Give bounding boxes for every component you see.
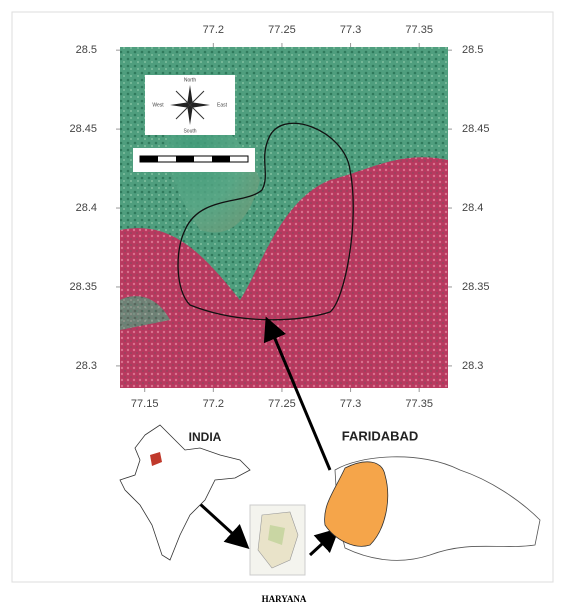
figure: North South East West 77.2 77.25 77.3 77.35… xyxy=(0,0,569,608)
x-tick-label: 77.3 xyxy=(340,398,361,410)
y-tick-label: 28.5 xyxy=(76,44,97,56)
x-tick-label: 77.35 xyxy=(405,398,433,410)
compass-east: East xyxy=(217,102,228,108)
y-tick-label: 28.35 xyxy=(69,281,97,293)
scale-bar xyxy=(133,148,255,172)
y-tick-label: 28.5 xyxy=(462,44,483,56)
y-tick-label: 28.3 xyxy=(76,360,97,372)
caption: HARYANA xyxy=(262,594,307,604)
y-tick-label: 28.3 xyxy=(462,360,483,372)
x-tick-label: 77.25 xyxy=(268,398,296,410)
x-tick-label: 77.25 xyxy=(268,24,296,36)
page: North South East West 77.2 77.25 77.3 77.35… xyxy=(0,0,569,613)
y-tick-label: 28.4 xyxy=(76,202,97,214)
compass-west: West xyxy=(152,102,164,108)
y-tick-label: 28.45 xyxy=(69,123,97,135)
y-tick-label: 28.45 xyxy=(462,123,490,135)
faridabad-label: FARIDABAD xyxy=(342,428,419,443)
x-tick-label: 77.2 xyxy=(203,24,224,36)
x-tick-label: 77.3 xyxy=(340,24,361,36)
x-tick-label: 77.2 xyxy=(203,398,224,410)
y-tick-label: 28.35 xyxy=(462,281,490,293)
y-tick-label: 28.4 xyxy=(462,202,483,214)
x-tick-label: 77.35 xyxy=(405,24,433,36)
compass-south: South xyxy=(183,128,196,134)
compass-north: North xyxy=(184,77,196,83)
haryana-inset xyxy=(250,505,305,575)
x-tick-label: 77.15 xyxy=(131,398,159,410)
india-label: INDIA xyxy=(189,430,222,444)
compass-box: North South East West xyxy=(145,75,235,135)
